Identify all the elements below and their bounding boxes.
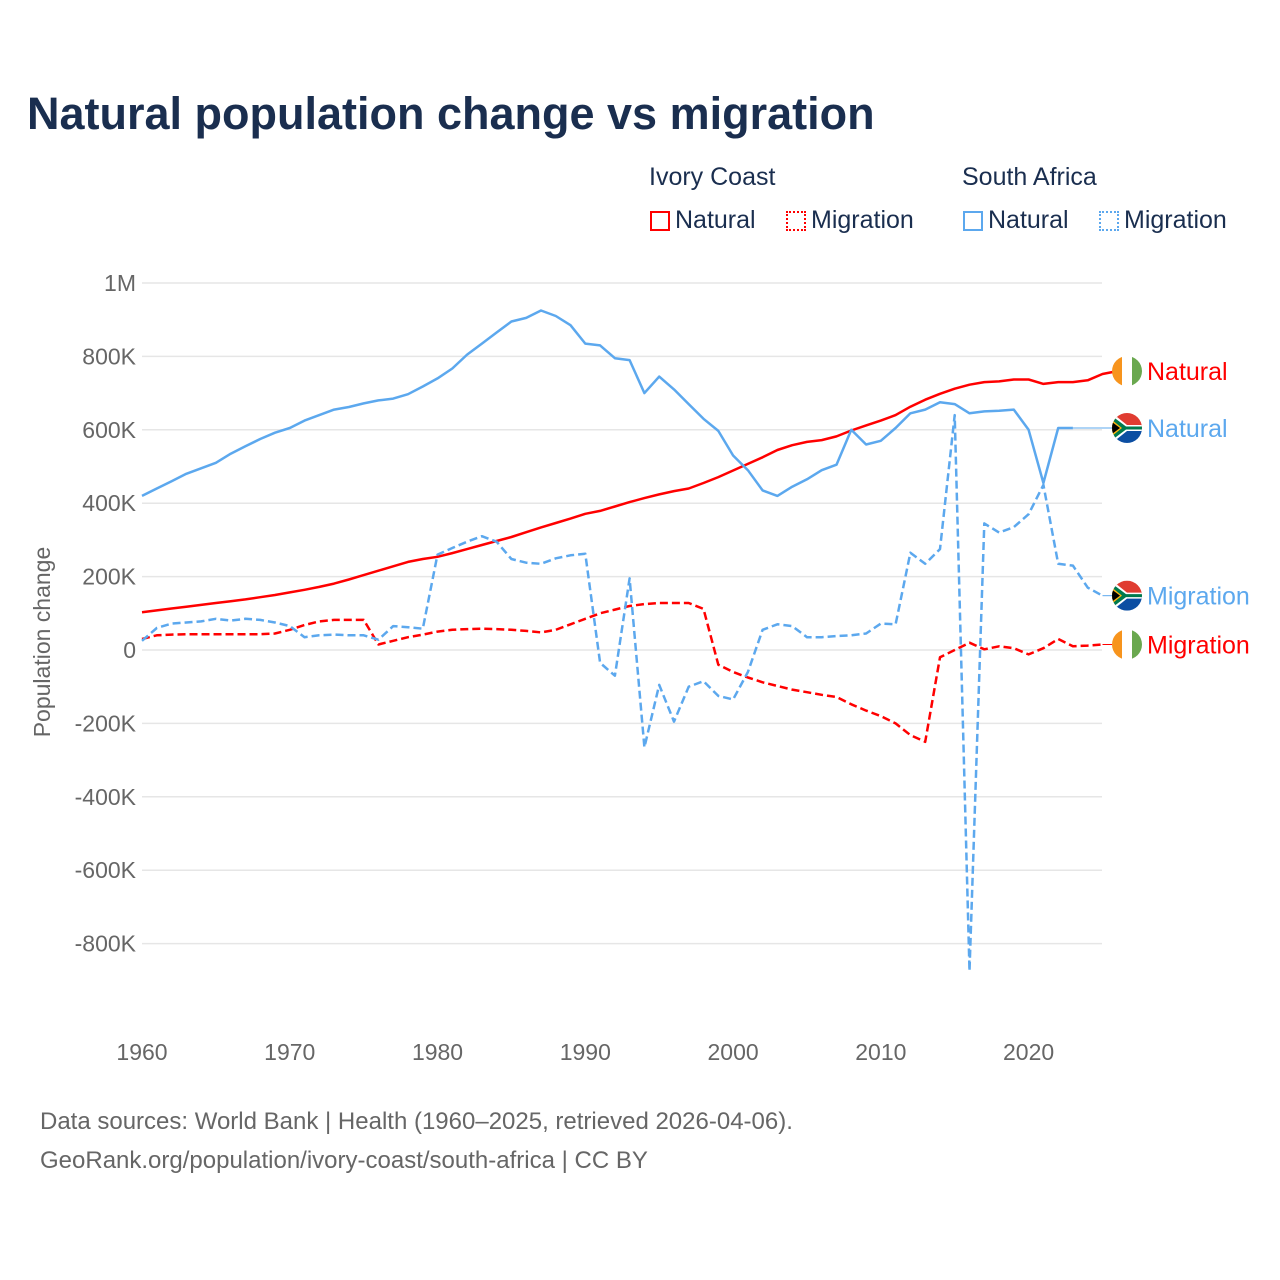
legend-label: Migration [811, 206, 914, 234]
legend-label: Natural [675, 206, 756, 234]
series-line-south-africa-natural [141, 309, 1073, 498]
footer-sources: Data sources: World Bank | Health (1960–… [40, 1108, 793, 1135]
y-tick-label: 0 [123, 637, 136, 663]
footer-link[interactable]: GeoRank.org/population/ivory-coast/south… [40, 1147, 648, 1174]
ivory-coast-flag-icon [1112, 629, 1142, 660]
legend-group-south-africa: South Africa [962, 163, 1097, 191]
legend-swatch-solid [963, 210, 983, 231]
series-line-ivory-coast-migration [141, 601, 1103, 744]
legend-label: Migration [1124, 206, 1227, 234]
y-tick-label: -800K [75, 931, 137, 957]
x-tick-label: 2010 [855, 1039, 906, 1065]
y-tick-label: 400K [82, 490, 136, 516]
legend-swatch-dotted [1099, 210, 1119, 231]
y-tick-label: -400K [75, 784, 137, 810]
series-end-label: Migration [1147, 631, 1250, 659]
series-line-ivory-coast-natural [141, 369, 1118, 614]
south-africa-flag-icon [1112, 580, 1142, 611]
x-tick-label: 1960 [116, 1039, 167, 1065]
y-tick-label: 800K [82, 343, 136, 369]
legend-ivory-coast-natural[interactable]: Natural [650, 206, 756, 235]
chart-title: Natural population change vs migration [27, 88, 875, 139]
series-line-south-africa-migration [141, 413, 1104, 973]
legend-label: Natural [988, 206, 1069, 234]
x-tick-label: 2020 [1003, 1039, 1054, 1065]
x-tick-label: 1990 [560, 1039, 611, 1065]
series-end-label: Natural [1147, 415, 1228, 443]
series-end-label: Migration [1147, 583, 1250, 611]
y-tick-label: -200K [75, 710, 137, 736]
legend-south-africa-natural[interactable]: Natural [963, 206, 1069, 235]
legend-ivory-coast-migration[interactable]: Migration [786, 206, 914, 235]
y-tick-label: 1M [104, 270, 136, 296]
x-tick-label: 2000 [707, 1039, 758, 1065]
legend-swatch-solid [650, 210, 670, 231]
series-end-label: Natural [1147, 358, 1228, 386]
x-tick-label: 1970 [264, 1039, 315, 1065]
south-africa-flag-icon [1112, 412, 1142, 443]
y-tick-label: 600K [82, 417, 136, 443]
x-tick-label: 1980 [412, 1039, 463, 1065]
legend-south-africa-migration[interactable]: Migration [1099, 206, 1227, 235]
legend-group-ivory-coast: Ivory Coast [649, 163, 776, 191]
legend-swatch-dotted [786, 210, 806, 231]
ivory-coast-flag-icon [1112, 356, 1142, 387]
y-axis-label: Population change [29, 547, 55, 738]
y-tick-label: -600K [75, 857, 137, 883]
y-tick-label: 200K [82, 564, 136, 590]
